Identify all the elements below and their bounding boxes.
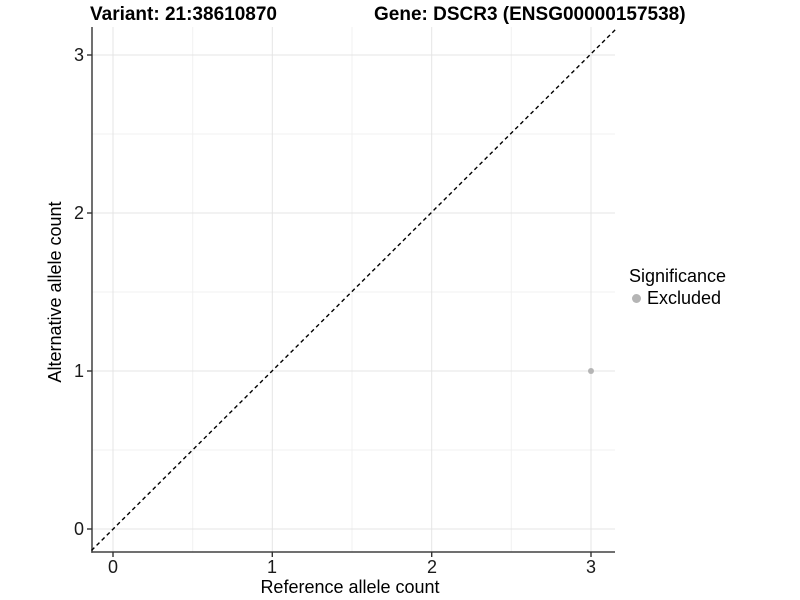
x-tick-label-2: 2 [426,557,437,577]
identity-line [91,28,617,551]
legend-point-icon [632,293,641,303]
plot-title-gene: Gene: DSCR3 (ENSG00000157538) [374,4,686,25]
data-point [587,368,594,374]
y-tick-label-3: 3 [73,45,84,65]
legend-item-label: Excluded [647,288,722,308]
grid-minor-lines [92,27,615,552]
plot-title-variant: Variant: 21:38610870 [90,4,277,25]
axis-tick-marks [87,54,592,557]
x-axis-title: Reference allele count [260,577,440,597]
legend-item-excluded: Excluded [631,288,726,308]
y-tick-label-1: 1 [73,361,84,381]
axis-lines [91,27,615,553]
x-tick-label-1: 1 [266,557,277,577]
x-tick-label-0: 0 [107,557,118,577]
y-axis-title: Alternative allele count [45,201,65,383]
x-tick-label-3: 3 [585,557,596,577]
grid-major-lines [92,27,615,552]
legend: Significance Excluded [629,266,726,308]
y-tick-label-2: 2 [73,203,84,223]
y-tick-label-0: 0 [73,519,84,539]
legend-title: Significance [629,266,727,286]
